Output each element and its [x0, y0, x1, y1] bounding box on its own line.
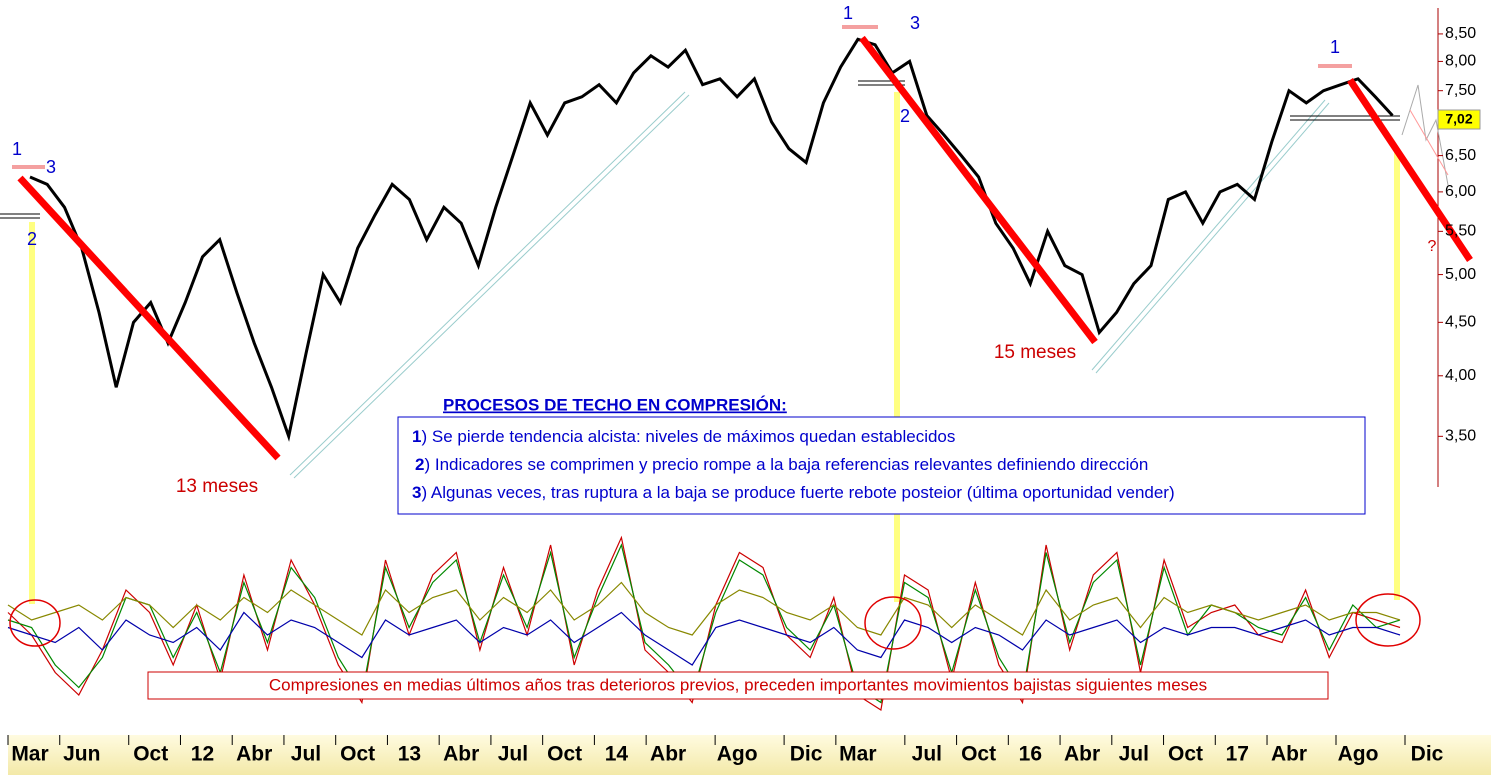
y-tick-label: 6,00: [1445, 183, 1476, 200]
item-number: 1: [412, 427, 421, 446]
item-text: ) Se pierde tendencia alcista: niveles d…: [421, 427, 955, 446]
x-tick-label: Ago: [717, 743, 758, 766]
info-item: 1) Se pierde tendencia alcista: niveles …: [412, 427, 955, 446]
annotation: 1: [1330, 37, 1340, 57]
y-tick-label: 8,50: [1445, 25, 1476, 42]
annotation: 1: [12, 139, 22, 159]
x-tick-label: Jul: [1119, 743, 1149, 766]
item-number: 3: [412, 483, 421, 502]
x-tick-label: Jun: [63, 743, 100, 766]
x-tick-label: Jul: [498, 743, 528, 766]
info-box: [397, 416, 1366, 515]
x-tick-label: Oct: [133, 743, 168, 766]
price-line: [29, 37, 1394, 442]
box-title: PROCESOS DE TECHO EN COMPRESIÓN:: [443, 395, 787, 414]
y-tick-label: 5,50: [1445, 223, 1476, 240]
info-items: 1) Se pierde tendencia alcista: niveles …: [412, 427, 1175, 502]
x-tick-label: Ago: [1338, 743, 1379, 766]
x-tick-label: 17: [1226, 743, 1249, 766]
annotation: 3: [46, 157, 56, 177]
item-text: ) Algunas veces, tras ruptura a la baja …: [421, 483, 1174, 502]
indicator: [7, 535, 1401, 711]
x-tick-label: 12: [191, 743, 214, 766]
x-tick-label: 14: [605, 743, 629, 766]
last-price: 7,02: [1445, 111, 1472, 127]
x-tick-label: Mar: [11, 743, 48, 766]
x-tick-label: Oct: [1168, 743, 1203, 766]
x-tick-label: Abr: [443, 743, 479, 766]
annotation: 3: [910, 13, 920, 33]
y-tick-label: 5,00: [1445, 266, 1476, 283]
x-tick-label: 16: [1019, 743, 1042, 766]
x-tick-label: Jul: [912, 743, 942, 766]
x-tick-label: Abr: [650, 743, 686, 766]
y-tick-label: 7,50: [1445, 82, 1476, 99]
annotation: 2: [27, 229, 37, 249]
x-tick-label: Abr: [1064, 743, 1100, 766]
x-tick-label: Dic: [790, 743, 823, 766]
projection: [1409, 109, 1449, 176]
indicator-line: [7, 543, 1401, 704]
price-area: [29, 37, 1394, 442]
trend-support: [289, 91, 1330, 479]
x-axis-band: [8, 735, 1491, 775]
x-tick-label: Abr: [236, 743, 272, 766]
markers: [29, 92, 1400, 604]
trend-lines: [17, 35, 1473, 461]
y-tick-label: 4,00: [1445, 367, 1476, 384]
annotations: 1 2 3 1 3 2 1 13 meses 15 meses?: [12, 3, 1437, 497]
x-tick-label: Jul: [291, 743, 321, 766]
x-tick-label: Abr: [1271, 743, 1307, 766]
annotation: 2: [900, 106, 910, 126]
x-tick-label: Oct: [961, 743, 996, 766]
annotation: 13 meses: [176, 476, 258, 497]
y-tick-label: 6,50: [1445, 147, 1476, 164]
annotation: 15 meses: [994, 342, 1076, 363]
x-tick-label: 13: [398, 743, 421, 766]
x-tick-label: Oct: [547, 743, 582, 766]
y-tick-label: 8,00: [1445, 53, 1476, 70]
levels: [0, 80, 1400, 219]
item-number: 2: [415, 455, 424, 474]
annotation: ?: [1428, 238, 1437, 255]
note-box: [147, 671, 1329, 700]
last-price-box: [1437, 109, 1481, 130]
projection: [1401, 84, 1449, 186]
item-text: ) Indicadores se comprimen y precio romp…: [424, 455, 1148, 474]
annotation: 1: [843, 3, 853, 23]
x-tick-label: Mar: [839, 743, 876, 766]
indicator-line: [7, 581, 1401, 636]
x-tick-label: Dic: [1411, 743, 1444, 766]
x-tick-label: Oct: [340, 743, 375, 766]
circles: [9, 593, 1421, 650]
highs: [12, 25, 1352, 169]
note: Compresiones en medias últimos años tras…: [269, 675, 1207, 694]
y-tick-label: 4,50: [1445, 314, 1476, 331]
info-item: 3) Algunas veces, tras ruptura a la baja…: [412, 483, 1175, 502]
y-tick-label: 3,50: [1445, 428, 1476, 445]
indicator-line: [7, 611, 1401, 666]
info-item: 2) Indicadores se comprimen y precio rom…: [415, 455, 1148, 474]
